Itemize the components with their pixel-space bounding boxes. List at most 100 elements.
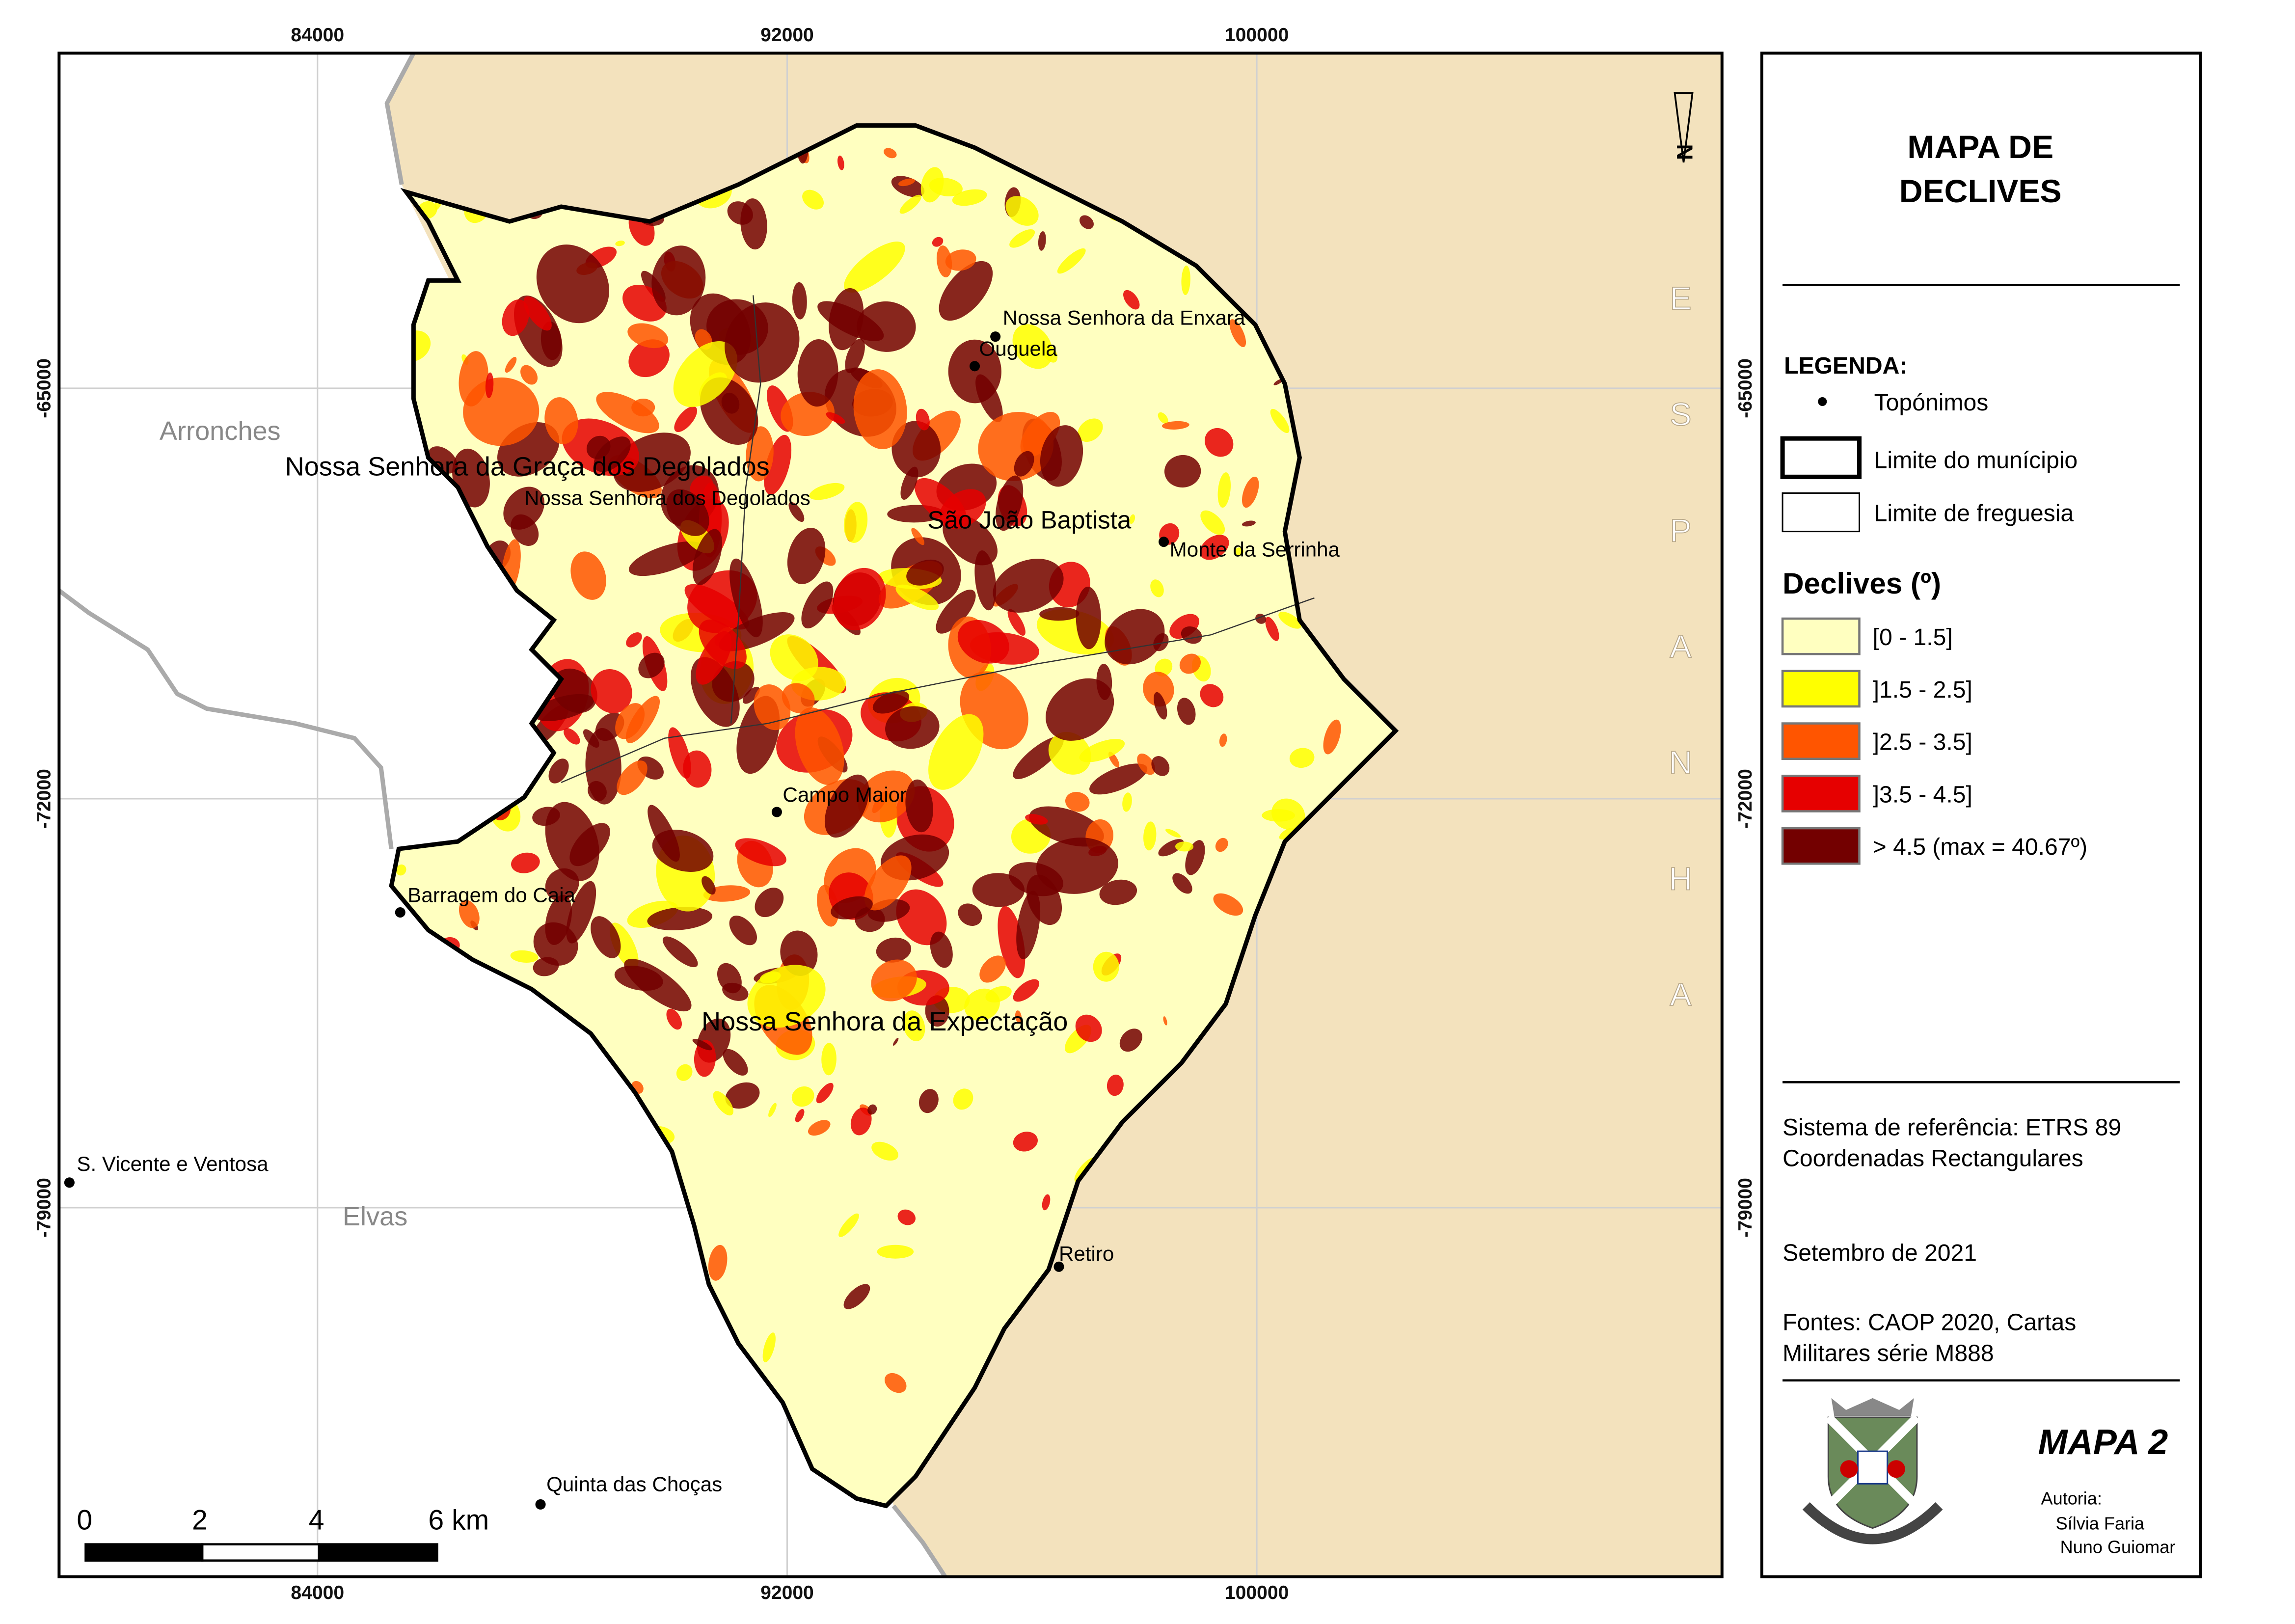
slope-patch <box>845 338 865 374</box>
slope-patch <box>1122 792 1132 812</box>
municipality-label: Arronches <box>160 416 281 446</box>
slope-patch <box>1323 719 1341 755</box>
slope-patch <box>911 528 925 545</box>
slope-patch <box>648 805 680 862</box>
y-coordinate-label: -65000 <box>33 358 54 418</box>
sources-text: Militares série M888 <box>1782 1340 1994 1367</box>
slope-patch <box>1099 879 1137 905</box>
slope-patch <box>505 356 517 373</box>
slope-patch <box>797 339 838 407</box>
slope-patch <box>1007 609 1026 636</box>
slope-patch <box>1005 196 1039 226</box>
slope-patch <box>883 148 897 159</box>
slope-patch <box>1079 215 1094 229</box>
slope-patch <box>459 900 480 928</box>
slope-patch <box>885 706 940 749</box>
slope-patch <box>596 392 659 433</box>
slope-patch <box>1143 821 1157 851</box>
slope-patch <box>1093 951 1119 982</box>
slope-patch <box>1129 514 1135 524</box>
slope-patch <box>900 466 918 500</box>
slope-patch <box>996 475 1024 531</box>
slope-patch <box>844 242 905 293</box>
slope-patch <box>692 1038 712 1051</box>
slope-label: [0 - 1.5] <box>1873 624 1953 650</box>
y-coordinate-label: -65000 <box>1735 358 1756 418</box>
slope-patch <box>891 176 925 197</box>
slope-patch <box>544 397 578 444</box>
slope-patch <box>594 436 631 472</box>
toponym-label: Barragem do Caia <box>407 883 575 906</box>
legend-label: Topónimos <box>1874 389 1989 416</box>
slope-swatch <box>1781 670 1861 708</box>
slope-patch <box>802 189 824 210</box>
slope-patch <box>843 1284 870 1309</box>
slope-patch <box>673 341 738 407</box>
slope-patch <box>788 502 805 522</box>
slope-patch <box>877 1245 914 1259</box>
slope-patch <box>1278 612 1302 629</box>
slope-patch <box>666 1008 682 1030</box>
slope-patch <box>713 1091 733 1116</box>
slope-patch <box>780 930 818 976</box>
slope-patch <box>1143 672 1174 707</box>
slope-patch <box>1009 229 1035 248</box>
slope-patch <box>729 916 757 946</box>
slope-patch <box>864 855 912 911</box>
legend-heading: LEGENDA: <box>1784 352 1907 379</box>
slope-patch <box>647 907 713 931</box>
slope-patch <box>747 965 826 1028</box>
toponym-dot <box>395 907 405 918</box>
toponym-label: Retiro <box>1059 1242 1114 1265</box>
slope-patch <box>829 288 864 351</box>
slope-patch <box>1200 510 1225 535</box>
parish-label: Nossa Senhora dos Degolados <box>524 486 810 509</box>
slope-patch <box>1020 411 1060 457</box>
slope-patch <box>1075 1014 1102 1042</box>
slope-patch <box>1042 344 1058 363</box>
slope-patch <box>872 690 910 714</box>
parish-label: Nossa Senhora da Expectação <box>702 1007 1068 1036</box>
slope-patch <box>1289 748 1315 768</box>
slope-patch <box>1161 421 1189 430</box>
slope-patch <box>979 955 1006 983</box>
slope-swatch <box>1781 775 1861 812</box>
slope-patch <box>936 590 976 634</box>
slope-patch <box>1012 324 1053 369</box>
slope-patch <box>1154 692 1167 720</box>
slope-patch <box>1040 425 1083 487</box>
slope-patch <box>1215 838 1228 852</box>
slope-patch <box>591 669 632 713</box>
toponym-symbol <box>1818 397 1827 406</box>
slope-patch <box>853 369 907 449</box>
slope-patch <box>727 201 753 225</box>
map-number: MAPA 2 <box>2038 1423 2168 1462</box>
slope-patch <box>626 632 642 648</box>
slope-patch <box>957 620 1009 664</box>
slope-patch <box>792 282 807 320</box>
slope-patch <box>1242 520 1256 527</box>
toponym-label: Campo Maior <box>783 783 907 806</box>
scale-bar-segment <box>201 1543 321 1562</box>
scale-label: 2 <box>192 1505 208 1536</box>
slope-patch <box>735 838 786 866</box>
parish-line <box>561 597 1315 783</box>
slope-patch <box>1076 586 1101 650</box>
municipality-label: Elvas <box>343 1202 407 1231</box>
scale-label: 4 <box>309 1505 324 1536</box>
slope-patch <box>795 707 844 785</box>
slope-patch <box>692 529 723 585</box>
slope-patch <box>1265 617 1279 641</box>
slope-patch <box>614 966 663 991</box>
panel-title: MAPA DE <box>1907 129 2053 165</box>
scale-label: 0 <box>77 1505 92 1536</box>
slope-patch <box>897 1209 916 1225</box>
x-coordinate-label: 92000 <box>760 25 814 46</box>
slope-patch <box>725 1082 760 1109</box>
slope-patch <box>1175 841 1194 852</box>
slope-patch <box>974 550 997 611</box>
slope-patch <box>651 245 706 316</box>
slope-patch <box>1015 1010 1022 1023</box>
slope-patch <box>821 1043 837 1076</box>
slope-patch <box>511 852 540 873</box>
